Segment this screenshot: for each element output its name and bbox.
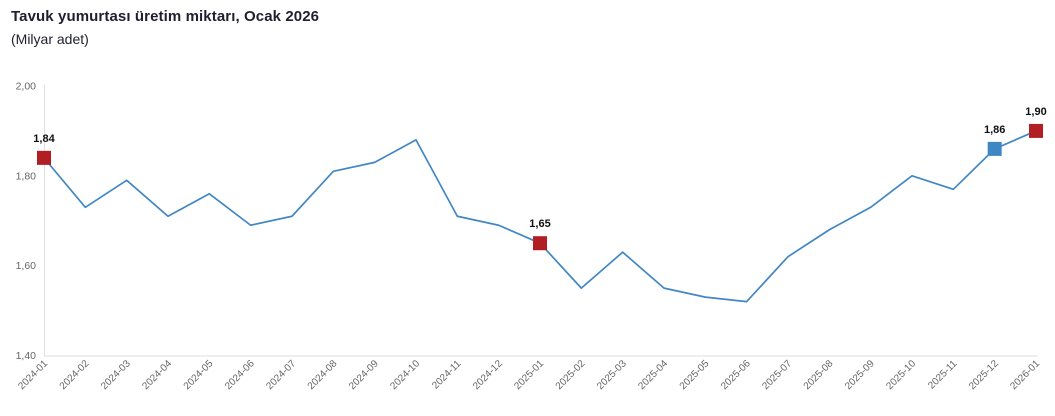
y-axis-label: 1,80 bbox=[16, 170, 37, 182]
y-axis-label: 1,40 bbox=[16, 350, 37, 362]
chart-subtitle: (Milyar adet) bbox=[11, 31, 89, 47]
x-axis-label: 2024-06 bbox=[223, 358, 257, 392]
x-axis-label: 2025-07 bbox=[760, 358, 794, 392]
data-point-marker[interactable] bbox=[37, 150, 51, 165]
x-axis-label: 2025-03 bbox=[595, 358, 629, 392]
x-axis-label: 2025-10 bbox=[884, 358, 918, 392]
x-axis-label: 2024-04 bbox=[140, 358, 174, 392]
x-axis-label: 2024-11 bbox=[430, 358, 464, 392]
x-axis-label: 2024-08 bbox=[306, 358, 340, 392]
y-axis-label: 1,60 bbox=[16, 260, 37, 272]
data-point-label: 1,84 bbox=[33, 133, 55, 145]
x-axis-label: 2025-01 bbox=[512, 358, 546, 392]
chart-title: Tavuk yumurtası üretim miktarı, Ocak 202… bbox=[11, 8, 320, 25]
x-axis-label: 2024-07 bbox=[264, 358, 298, 392]
x-axis-label: 2024-09 bbox=[347, 358, 381, 392]
data-point-marker[interactable] bbox=[1029, 123, 1043, 138]
data-point-label: 1,65 bbox=[529, 218, 550, 230]
data-point-label: 1,86 bbox=[984, 124, 1005, 136]
x-axis-label: 2025-08 bbox=[802, 358, 836, 392]
x-axis-label: 2025-11 bbox=[926, 358, 960, 392]
x-axis-label: 2025-06 bbox=[719, 358, 753, 392]
y-axis-label: 2,00 bbox=[16, 81, 37, 93]
x-axis-label: 2024-05 bbox=[182, 358, 216, 392]
series-line[interactable] bbox=[43, 130, 1037, 303]
x-axis-label: 2024-12 bbox=[471, 358, 505, 392]
x-axis-label: 2026-01 bbox=[1008, 358, 1042, 392]
data-point-marker[interactable] bbox=[533, 236, 547, 251]
x-axis-label: 2025-09 bbox=[843, 358, 877, 392]
x-axis-label: 2025-04 bbox=[636, 358, 670, 392]
x-axis-label: 2024-02 bbox=[58, 358, 92, 392]
x-axis-label: 2024-01 bbox=[16, 358, 50, 392]
x-axis-label: 2024-03 bbox=[99, 358, 133, 392]
x-axis-label: 2025-05 bbox=[678, 358, 712, 392]
x-axis-label: 2024-10 bbox=[388, 358, 422, 392]
x-axis-label: 2025-02 bbox=[554, 358, 588, 392]
data-point-label: 1,90 bbox=[1025, 106, 1046, 118]
x-axis-label: 2025-12 bbox=[967, 358, 1001, 392]
data-point-marker[interactable] bbox=[987, 141, 1002, 156]
